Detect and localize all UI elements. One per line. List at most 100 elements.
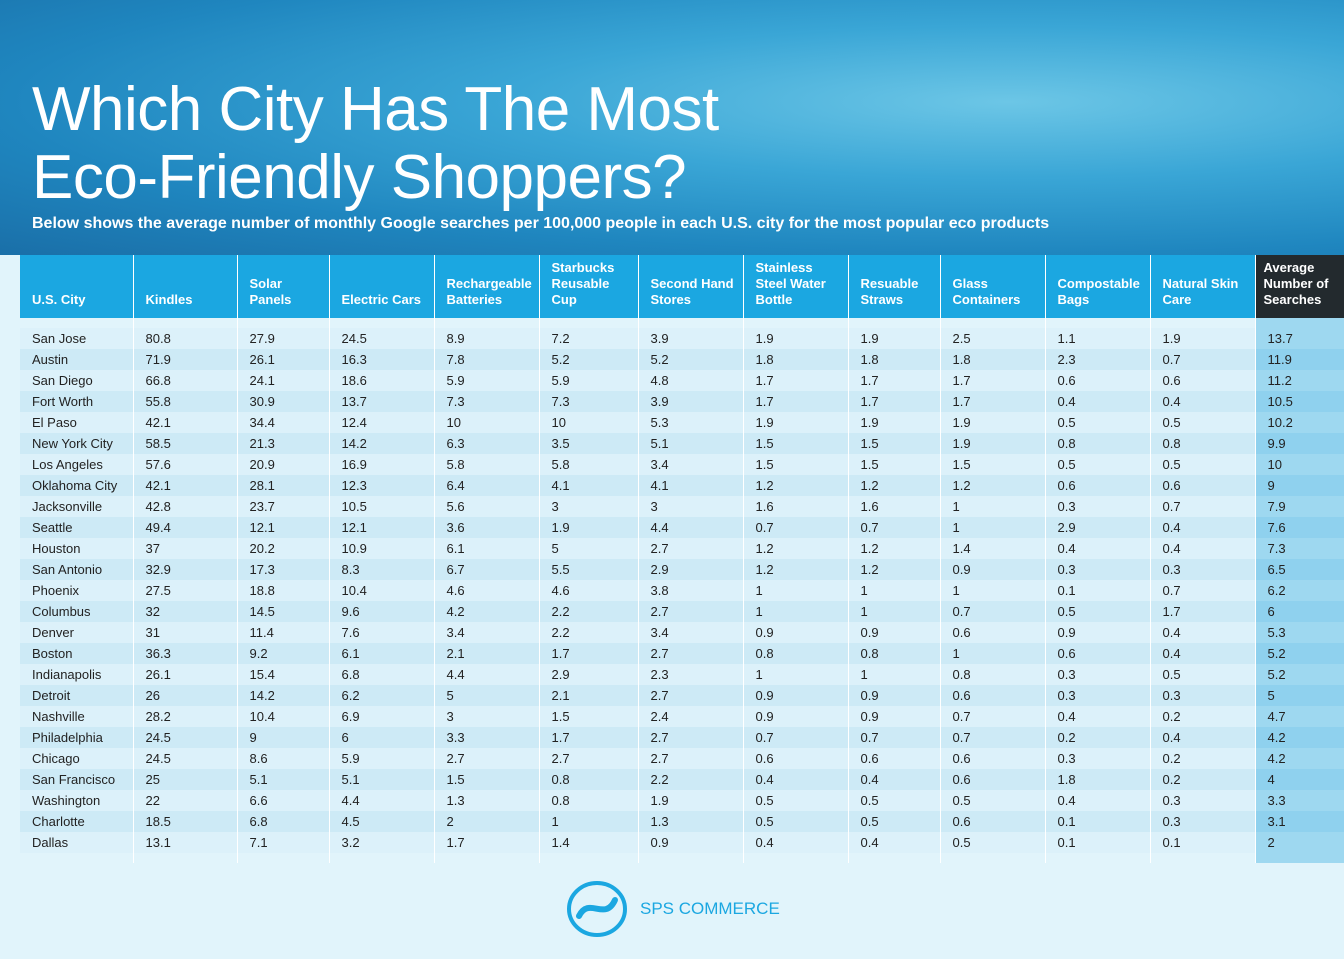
value-cell: 1.5 bbox=[433, 769, 539, 790]
value-cell: 0.7 bbox=[939, 706, 1045, 727]
value-cell: 0.6 bbox=[939, 811, 1045, 832]
table-row: Indianapolis 26.1 15.4 6.8 4.4 2.9 2.3 1 1 0.8 0.3… bbox=[20, 664, 1344, 685]
city-cell: San Francisco bbox=[20, 769, 133, 790]
city-cell: Los Angeles bbox=[20, 454, 133, 475]
city-cell: Seattle bbox=[20, 517, 133, 538]
value-cell: 6.3 bbox=[433, 433, 539, 454]
city-cell: Washington bbox=[20, 790, 133, 811]
table-row: Charlotte 18.5 6.8 4.5 2 1 1.3 0.5 0.5 0.6 0.1 0.3 3… bbox=[20, 811, 1344, 832]
value-cell: 71.9 bbox=[132, 349, 237, 370]
value-cell: 49.4 bbox=[132, 517, 237, 538]
value-cell: 11.4 bbox=[236, 622, 329, 643]
table-row: San Antonio 32.9 17.3 8.3 6.7 5.5 2.9 1.2 1.2 0.9… bbox=[20, 559, 1344, 580]
value-cell: 0.8 bbox=[939, 664, 1045, 685]
city-cell: Dallas bbox=[20, 832, 133, 853]
value-cell: 0.5 bbox=[1149, 664, 1255, 685]
value-cell: 26.1 bbox=[132, 664, 237, 685]
spacer-cell bbox=[637, 853, 743, 863]
value-cell: 5.6 bbox=[433, 496, 539, 517]
value-cell: 0.5 bbox=[1149, 454, 1255, 475]
value-cell: 13.7 bbox=[1254, 328, 1344, 349]
spacer-cell bbox=[742, 318, 848, 328]
data-table: U.S. City Kindles Solar Panels Electric Car… bbox=[20, 255, 1344, 863]
value-cell: 1 bbox=[939, 496, 1045, 517]
value-cell: 17.3 bbox=[236, 559, 329, 580]
city-cell: Fort Worth bbox=[20, 391, 133, 412]
value-cell: 32 bbox=[132, 601, 237, 622]
value-cell: 0.9 bbox=[637, 832, 743, 853]
table-row: Oklahoma City 42.1 28.1 12.3 6.4 4.1 4.1 1.2 1.2… bbox=[20, 475, 1344, 496]
value-cell: 2.9 bbox=[1044, 517, 1150, 538]
value-cell: 3.6 bbox=[433, 517, 539, 538]
city-cell: Nashville bbox=[20, 706, 133, 727]
value-cell: 14.5 bbox=[236, 601, 329, 622]
value-cell: 0.7 bbox=[939, 727, 1045, 748]
value-cell: 1.6 bbox=[742, 496, 848, 517]
value-cell: 4.7 bbox=[1254, 706, 1344, 727]
value-cell: 0.7 bbox=[1149, 580, 1255, 601]
value-cell: 24.5 bbox=[132, 727, 237, 748]
value-cell: 0.4 bbox=[1149, 622, 1255, 643]
value-cell: 36.3 bbox=[132, 643, 237, 664]
value-cell: 0.3 bbox=[1044, 496, 1150, 517]
value-cell: 2.7 bbox=[433, 748, 539, 769]
value-cell: 16.9 bbox=[328, 454, 434, 475]
value-cell: 1.9 bbox=[939, 433, 1045, 454]
value-cell: 1 bbox=[847, 601, 940, 622]
table-row: Austin 71.9 26.1 16.3 7.8 5.2 5.2 1.8 1.8 1.8 2.3 0… bbox=[20, 349, 1344, 370]
value-cell: 13.1 bbox=[132, 832, 237, 853]
spacer-cell bbox=[1044, 853, 1150, 863]
value-cell: 0.4 bbox=[1044, 538, 1150, 559]
city-cell: El Paso bbox=[20, 412, 133, 433]
value-cell: 27.9 bbox=[236, 328, 329, 349]
value-cell: 7.6 bbox=[328, 622, 434, 643]
value-cell: 1.9 bbox=[742, 412, 848, 433]
value-cell: 14.2 bbox=[328, 433, 434, 454]
value-cell: 6.6 bbox=[236, 790, 329, 811]
value-cell: 3 bbox=[538, 496, 638, 517]
spacer-cell bbox=[433, 853, 539, 863]
value-cell: 0.5 bbox=[742, 811, 848, 832]
value-cell: 1.7 bbox=[847, 391, 940, 412]
value-cell: 3.4 bbox=[433, 622, 539, 643]
value-cell: 6.2 bbox=[1254, 580, 1344, 601]
table-row: New York City 58.5 21.3 14.2 6.3 3.5 5.1 1.5 1.5… bbox=[20, 433, 1344, 454]
value-cell: 0.6 bbox=[939, 685, 1045, 706]
spacer-cell bbox=[1254, 318, 1344, 328]
value-cell: 1.7 bbox=[433, 832, 539, 853]
value-cell: 21.3 bbox=[236, 433, 329, 454]
value-cell: 10 bbox=[433, 412, 539, 433]
value-cell: 2.1 bbox=[538, 685, 638, 706]
spacer-row bbox=[20, 318, 1344, 328]
value-cell: 1.5 bbox=[742, 454, 848, 475]
city-cell: San Antonio bbox=[20, 559, 133, 580]
value-cell: 0.5 bbox=[847, 811, 940, 832]
city-cell: Austin bbox=[20, 349, 133, 370]
value-cell: 1.7 bbox=[847, 370, 940, 391]
spacer-cell bbox=[637, 318, 743, 328]
column-header: Average Number of Searches bbox=[1254, 255, 1344, 318]
value-cell: 55.8 bbox=[132, 391, 237, 412]
value-cell: 1 bbox=[939, 517, 1045, 538]
spacer-cell bbox=[847, 853, 940, 863]
header-image bbox=[0, 0, 1344, 255]
city-cell: Denver bbox=[20, 622, 133, 643]
header-row: U.S. City Kindles Solar Panels Electric Car… bbox=[20, 255, 1344, 318]
value-cell: 0.6 bbox=[939, 769, 1045, 790]
table-row: Phoenix 27.5 18.8 10.4 4.6 4.6 3.8 1 1 1 0.1 0.7 6.2 bbox=[20, 580, 1344, 601]
title: Which City Has The Most Eco-Friendly Sho… bbox=[32, 76, 719, 212]
value-cell: 20.2 bbox=[236, 538, 329, 559]
value-cell: 2.7 bbox=[637, 727, 743, 748]
value-cell: 1.9 bbox=[637, 790, 743, 811]
value-cell: 6.1 bbox=[328, 643, 434, 664]
value-cell: 10 bbox=[1254, 454, 1344, 475]
table-body: San Jose 80.8 27.9 24.5 8.9 7.2 3.9 1.9 1.9 2.5 1.… bbox=[20, 318, 1344, 863]
value-cell: 0.5 bbox=[939, 790, 1045, 811]
value-cell: 5.8 bbox=[433, 454, 539, 475]
value-cell: 5.1 bbox=[236, 769, 329, 790]
value-cell: 1.8 bbox=[742, 349, 848, 370]
value-cell: 0.7 bbox=[1149, 349, 1255, 370]
value-cell: 0.7 bbox=[939, 601, 1045, 622]
value-cell: 11.9 bbox=[1254, 349, 1344, 370]
